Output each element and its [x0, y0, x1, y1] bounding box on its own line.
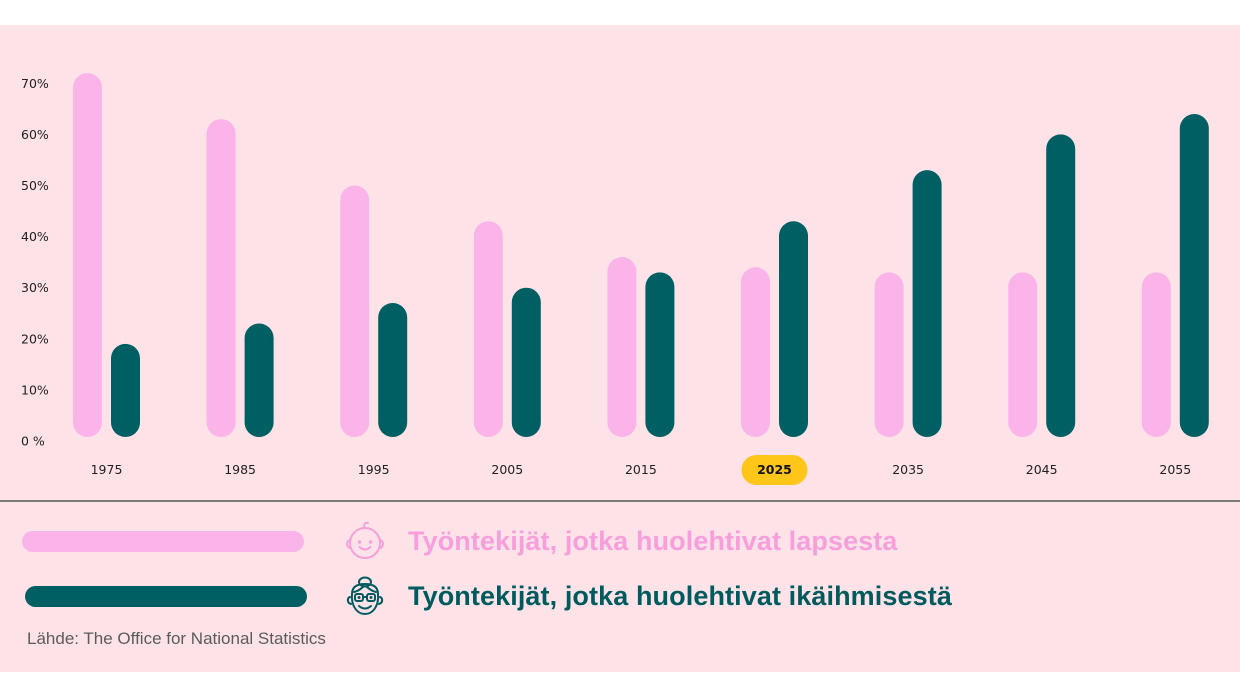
x-tick-label: 2005 — [491, 462, 523, 477]
bar-child-care-2045 — [1008, 272, 1038, 437]
bar-elder-care-1995 — [378, 303, 408, 437]
y-tick-label: 50% — [21, 178, 49, 193]
divider — [0, 500, 1240, 502]
x-axis: 1975 1985 1995 2005 2015 2025 2035 2045 2055 — [91, 455, 1191, 485]
bar-elder-care-2035 — [912, 170, 942, 438]
x-tick-label: 1975 — [91, 462, 123, 477]
bar-child-care-1985 — [206, 119, 236, 437]
y-tick-label: 30% — [21, 280, 49, 295]
y-tick-label: 40% — [21, 229, 49, 244]
x-tick-label: 2025 — [757, 462, 792, 477]
bar-elder-care-2005 — [511, 287, 541, 437]
bar-child-care-2015 — [607, 257, 637, 437]
x-tick-label: 2045 — [1026, 462, 1058, 477]
y-tick-label: 10% — [21, 382, 49, 397]
elderly-woman-icon — [346, 576, 384, 615]
baby-face-icon — [346, 521, 384, 559]
bar-elder-care-2025 — [779, 221, 808, 437]
bar-child-care-1995 — [340, 185, 370, 437]
bars — [73, 73, 1209, 438]
x-tick-label: 1985 — [224, 462, 256, 477]
bar-chart: 0 % 10% 20% 30% 40% 50% 60% 70% 1975 1985 1995 200… — [21, 73, 1209, 485]
bar-elder-care-2015 — [645, 272, 675, 437]
bar-child-care-2055 — [1141, 272, 1171, 437]
legend-swatch-elder-care — [25, 586, 307, 607]
y-tick-label: 60% — [21, 127, 49, 142]
x-tick-label: 1995 — [358, 462, 390, 477]
bar-child-care-2035 — [874, 272, 904, 437]
source-note: Lähde: The Office for National Statistic… — [27, 629, 326, 648]
x-tick-label: 2015 — [625, 462, 657, 477]
x-tick-label: 2055 — [1159, 462, 1191, 477]
y-tick-label: 0 % — [21, 434, 45, 449]
bar-elder-care-2045 — [1046, 134, 1076, 437]
x-tick-label: 2035 — [892, 462, 924, 477]
bar-child-care-2025 — [741, 267, 770, 437]
y-tick-label: 20% — [21, 331, 49, 346]
y-tick-label: 70% — [21, 76, 49, 91]
bar-elder-care-1975 — [111, 343, 140, 437]
bar-child-care-1975 — [73, 73, 102, 437]
bar-elder-care-2055 — [1179, 113, 1209, 438]
legend-swatch-child-care — [22, 531, 304, 552]
legend-label-child-care: Työntekijät, jotka huolehtivat lapsesta — [408, 526, 898, 556]
highlight-badge — [741, 455, 808, 485]
y-axis: 0 % 10% 20% 30% 40% 50% 60% 70% — [21, 76, 49, 449]
bar-child-care-2005 — [473, 221, 503, 437]
legend-label-elder-care: Työntekijät, jotka huolehtivat ikäihmise… — [408, 581, 952, 611]
bar-elder-care-1985 — [244, 323, 274, 437]
